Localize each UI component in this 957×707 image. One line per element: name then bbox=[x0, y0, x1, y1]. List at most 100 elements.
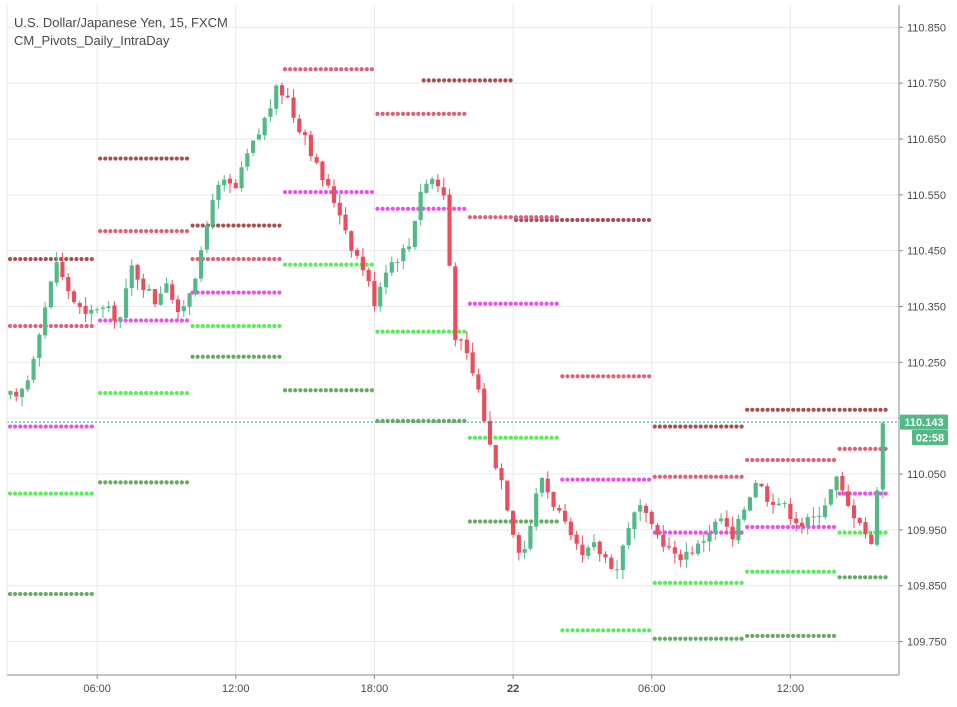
candle-body bbox=[158, 293, 163, 305]
candle-body bbox=[476, 374, 481, 390]
candle-body bbox=[100, 307, 105, 309]
candle-body bbox=[511, 510, 516, 535]
candle-body bbox=[499, 468, 504, 481]
candle-body bbox=[869, 534, 874, 544]
candle-body bbox=[378, 286, 383, 307]
candle-body bbox=[54, 262, 59, 283]
time-axis[interactable]: 06:00 12:00 18:00 22 06:00 12:00 bbox=[83, 675, 804, 695]
candle-body bbox=[528, 525, 533, 549]
candle-body bbox=[759, 483, 764, 487]
candle-body bbox=[314, 157, 319, 163]
candle-body bbox=[747, 497, 753, 511]
candle-body bbox=[123, 288, 129, 318]
candle-body bbox=[614, 569, 620, 571]
candle-body bbox=[551, 491, 556, 507]
candle-body bbox=[603, 554, 608, 558]
candle-body bbox=[695, 543, 701, 554]
candle-body bbox=[187, 293, 192, 307]
candle-body bbox=[597, 541, 602, 555]
candle-body bbox=[770, 501, 776, 505]
candle-body bbox=[505, 480, 510, 511]
candle-body bbox=[638, 505, 643, 512]
candle-body bbox=[193, 278, 198, 295]
y-tick-label: 110.250 bbox=[907, 357, 946, 369]
candle-body bbox=[129, 265, 134, 288]
candle-body bbox=[851, 505, 857, 519]
candle-body bbox=[453, 266, 458, 341]
candle-body bbox=[227, 178, 233, 184]
candle-body bbox=[401, 248, 406, 262]
current-price-badge: 110.143 02:58 bbox=[900, 414, 948, 445]
candle-body bbox=[753, 482, 758, 498]
y-tick-label: 110.650 bbox=[907, 134, 946, 146]
candle-body bbox=[147, 288, 152, 291]
candle-body bbox=[834, 476, 839, 491]
candle-body bbox=[690, 552, 695, 554]
x-tick-label: 12:00 bbox=[777, 683, 805, 695]
symbol-title[interactable]: U.S. Dollar/Japanese Yen, 15, FXCM bbox=[14, 15, 228, 30]
candle-body bbox=[199, 250, 204, 279]
candle-body bbox=[516, 535, 521, 553]
candle-body bbox=[222, 179, 227, 186]
candle-body bbox=[152, 289, 157, 305]
candle-body bbox=[632, 512, 637, 530]
candle-body bbox=[441, 187, 446, 196]
candle-body bbox=[239, 167, 244, 189]
candle-body bbox=[863, 522, 868, 535]
candle-body bbox=[459, 339, 464, 341]
candle-body bbox=[742, 509, 747, 520]
candle-body bbox=[794, 518, 799, 524]
candle-body bbox=[487, 420, 493, 445]
candle-body bbox=[395, 261, 400, 264]
candle-body bbox=[204, 225, 209, 250]
y-tick-label: 109.750 bbox=[907, 637, 947, 649]
candle-body bbox=[31, 358, 36, 380]
candle-body bbox=[464, 339, 469, 354]
candle-body bbox=[112, 305, 117, 321]
y-tick-label: 110.550 bbox=[907, 190, 946, 202]
candle-body bbox=[609, 557, 614, 569]
candle-body bbox=[805, 517, 810, 527]
candle-body bbox=[586, 547, 591, 556]
candle-body bbox=[493, 444, 498, 469]
chart-legend: U.S. Dollar/Japanese Yen, 15, FXCM CM_Pi… bbox=[14, 14, 228, 50]
candle-body bbox=[822, 505, 828, 517]
candle-body bbox=[71, 291, 77, 303]
candle-body bbox=[175, 299, 181, 313]
candle-body bbox=[574, 534, 579, 544]
x-tick-label: 22 bbox=[507, 683, 519, 695]
price-badge-background bbox=[900, 414, 948, 430]
candle-body bbox=[297, 118, 302, 133]
candle-body bbox=[181, 306, 186, 312]
x-tick-label: 06:00 bbox=[638, 683, 666, 695]
candle-body bbox=[25, 380, 30, 390]
candle-body bbox=[828, 489, 833, 505]
y-tick-label: 109.950 bbox=[907, 525, 947, 537]
candle-body bbox=[355, 249, 360, 256]
candle-body bbox=[372, 280, 377, 307]
candles bbox=[8, 82, 885, 579]
candle-body bbox=[666, 546, 672, 548]
candle-body bbox=[557, 507, 562, 511]
candle-body bbox=[326, 178, 331, 186]
candle-body bbox=[817, 515, 822, 517]
y-tick-label: 110.050 bbox=[907, 469, 946, 481]
candle-body bbox=[782, 503, 787, 505]
candle-body bbox=[470, 352, 475, 374]
candle-body bbox=[788, 504, 793, 520]
candle-body bbox=[331, 186, 337, 203]
countdown-background bbox=[912, 430, 948, 445]
candle-body bbox=[857, 518, 862, 523]
candle-body bbox=[360, 256, 365, 271]
candle-body bbox=[580, 544, 585, 556]
candle-body bbox=[279, 85, 285, 96]
candle-body bbox=[106, 306, 111, 309]
candle-body bbox=[643, 505, 649, 513]
indicator-title[interactable]: CM_Pivots_Daily_IntraDay bbox=[14, 33, 170, 48]
candle-body bbox=[713, 521, 718, 534]
candle-body bbox=[349, 231, 354, 251]
candle-body bbox=[874, 490, 880, 545]
candle-body bbox=[303, 132, 308, 136]
candle-body bbox=[718, 518, 724, 522]
